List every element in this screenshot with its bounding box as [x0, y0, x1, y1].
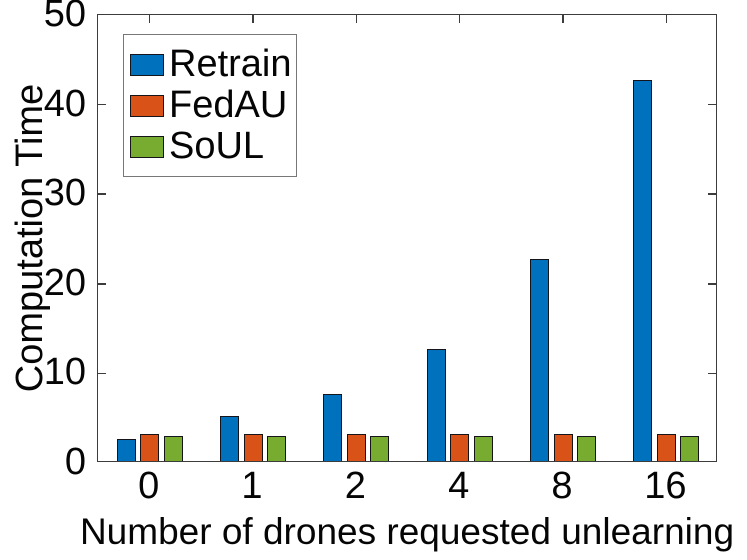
legend-item-soul: SoUL: [130, 126, 296, 167]
y-tick-left: [98, 103, 106, 106]
bar-retrain-16: [633, 80, 653, 461]
y-tick-label: 30: [43, 172, 86, 215]
y-tick-label: 0: [64, 441, 86, 483]
bar-fedau-16: [656, 434, 676, 461]
x-tick-label: 2: [344, 465, 366, 507]
bar-fedau-0: [140, 434, 160, 461]
legend-swatch-retrain: [130, 53, 164, 76]
y-axis-label: Computation Time: [9, 83, 51, 393]
legend-swatch-fedau: [130, 94, 164, 117]
bar-soul-8: [577, 436, 596, 461]
y-tick-right: [708, 372, 716, 375]
y-tick-right: [708, 283, 716, 285]
y-tick-right: [708, 193, 716, 195]
y-tick-label: 10: [43, 351, 86, 394]
x-tick-top: [458, 15, 461, 23]
y-tick-label: 20: [43, 261, 86, 304]
bar-retrain-4: [426, 349, 446, 461]
legend-label-soul: SoUL: [169, 125, 265, 167]
bar-fedau-1: [243, 434, 263, 461]
bar-soul-4: [473, 436, 493, 461]
legend: Retrain FedAU SoUL: [123, 34, 297, 177]
bar-soul-0: [163, 436, 183, 461]
x-tick-label: 8: [551, 465, 573, 507]
y-tick-left: [98, 193, 106, 195]
bar-soul-2: [370, 436, 390, 461]
legend-label-retrain: Retrain: [169, 43, 292, 85]
legend-swatch-soul: [130, 135, 164, 158]
y-tick-right: [708, 103, 716, 106]
bar-fedau-2: [346, 434, 366, 461]
plot-area: Retrain FedAU SoUL: [97, 14, 717, 462]
bar-retrain-0: [116, 439, 136, 461]
legend-item-retrain: Retrain: [130, 44, 296, 85]
y-tick-label: 40: [43, 82, 86, 125]
bar-soul-16: [680, 436, 700, 461]
x-tick-top: [148, 15, 151, 23]
legend-item-fedau: FedAU: [130, 85, 296, 126]
legend-label-fedau: FedAU: [169, 84, 288, 126]
y-tick-left: [98, 283, 106, 285]
x-tick-top: [252, 15, 254, 23]
x-tick-top: [355, 15, 358, 23]
x-tick-label: 0: [138, 465, 160, 507]
x-tick-label: 16: [644, 465, 687, 507]
x-tick-top: [562, 15, 564, 23]
x-axis-label: Number of drones requested unlearning: [79, 511, 735, 552]
x-tick-top: [665, 15, 668, 23]
x-tick-label: 1: [241, 465, 263, 507]
bar-retrain-8: [530, 259, 549, 461]
bar-soul-1: [267, 436, 286, 461]
bar-fedau-4: [450, 434, 470, 461]
bar-retrain-2: [323, 394, 343, 461]
x-tick-label: 4: [448, 465, 470, 507]
bar-retrain-1: [220, 416, 239, 461]
y-tick-left: [98, 372, 106, 375]
y-tick-label: 50: [43, 0, 86, 35]
bar-fedau-8: [553, 434, 573, 461]
